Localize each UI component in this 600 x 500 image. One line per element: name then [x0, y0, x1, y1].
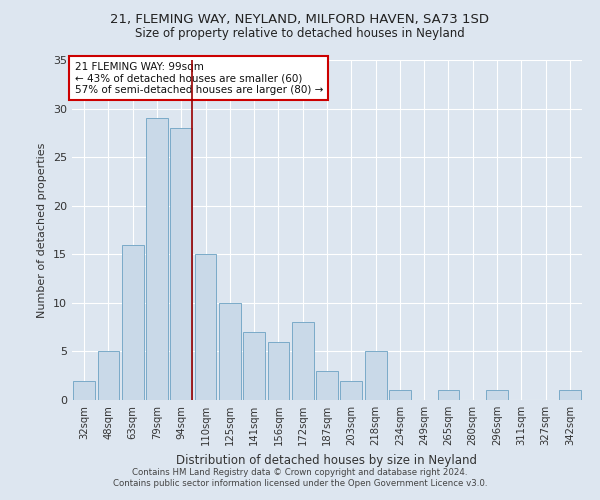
Bar — [486, 390, 508, 400]
Bar — [389, 390, 411, 400]
Bar — [194, 254, 217, 400]
Bar — [365, 352, 386, 400]
Bar — [243, 332, 265, 400]
Bar — [316, 371, 338, 400]
Bar — [73, 380, 95, 400]
X-axis label: Distribution of detached houses by size in Neyland: Distribution of detached houses by size … — [176, 454, 478, 466]
Bar — [268, 342, 289, 400]
Text: 21, FLEMING WAY, NEYLAND, MILFORD HAVEN, SA73 1SD: 21, FLEMING WAY, NEYLAND, MILFORD HAVEN,… — [110, 12, 490, 26]
Bar — [146, 118, 168, 400]
Y-axis label: Number of detached properties: Number of detached properties — [37, 142, 47, 318]
Text: 21 FLEMING WAY: 99sqm
← 43% of detached houses are smaller (60)
57% of semi-deta: 21 FLEMING WAY: 99sqm ← 43% of detached … — [74, 62, 323, 95]
Bar — [219, 303, 241, 400]
Text: Size of property relative to detached houses in Neyland: Size of property relative to detached ho… — [135, 28, 465, 40]
Bar — [122, 244, 143, 400]
Bar — [292, 322, 314, 400]
Text: Contains HM Land Registry data © Crown copyright and database right 2024.
Contai: Contains HM Land Registry data © Crown c… — [113, 468, 487, 487]
Bar — [340, 380, 362, 400]
Bar — [97, 352, 119, 400]
Bar — [170, 128, 192, 400]
Bar — [437, 390, 460, 400]
Bar — [559, 390, 581, 400]
